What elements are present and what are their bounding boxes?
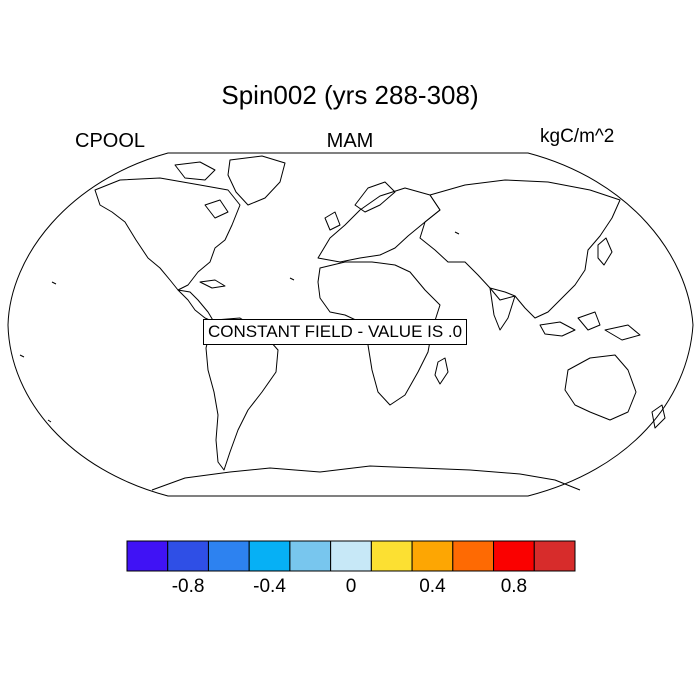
season-label: MAM — [326, 130, 374, 152]
colorbar-box-7 — [411, 540, 454, 572]
map-frame — [7, 152, 694, 497]
constant-field-note: CONSTANT FIELD - VALUE IS .0 — [203, 319, 468, 345]
colorbar-box-6 — [370, 540, 413, 572]
colorbar-box-3 — [248, 540, 291, 572]
colorbar-tick-label: 0.8 — [500, 576, 528, 597]
colorbar-box-4 — [289, 540, 332, 572]
colorbar-box-9 — [493, 540, 535, 572]
maritime-se-asia-coastline — [539, 311, 641, 341]
colorbar-tick-label: 0 — [345, 576, 357, 597]
colorbar-box-2 — [207, 540, 250, 572]
africa-coastline — [317, 261, 441, 406]
british-isles-coastline — [324, 211, 341, 231]
colorbar-box-8 — [452, 540, 495, 572]
madagascar-coastline — [434, 357, 449, 385]
north-america-coastline — [94, 177, 241, 291]
asia-coastline — [419, 179, 621, 319]
caribbean-coastline — [199, 279, 226, 289]
colorbar-box-0 — [126, 540, 169, 572]
colorbar-tick-label: 0.4 — [419, 576, 446, 597]
plot-title: Spin002 (yrs 288-308) — [221, 80, 479, 110]
scandinavia-coastline — [354, 181, 396, 213]
variable-label: CPOOL — [75, 130, 146, 152]
south-america-coastline — [205, 317, 279, 471]
new-zealand-coastline — [651, 404, 666, 429]
colorbar-tick-label: -0.8 — [171, 576, 205, 597]
greenland-coastline — [227, 155, 286, 206]
japan-coastline — [597, 237, 613, 266]
india-coastline — [489, 287, 516, 331]
units-label: kgC/m^2 — [540, 126, 615, 147]
australia-coastline — [564, 354, 637, 421]
colorbar-box-5 — [330, 540, 372, 572]
colorbar-box-10 — [533, 540, 576, 572]
europe-coastline — [317, 187, 441, 263]
colorbar-tick-label: -0.4 — [253, 576, 286, 597]
colorbar-box-1 — [167, 540, 209, 572]
small-islands — [19, 231, 460, 423]
arctic-islands-coastline — [174, 161, 229, 219]
colorbar — [126, 540, 576, 572]
central-america-coastline — [177, 289, 215, 323]
antarctica-coastline — [151, 465, 581, 491]
